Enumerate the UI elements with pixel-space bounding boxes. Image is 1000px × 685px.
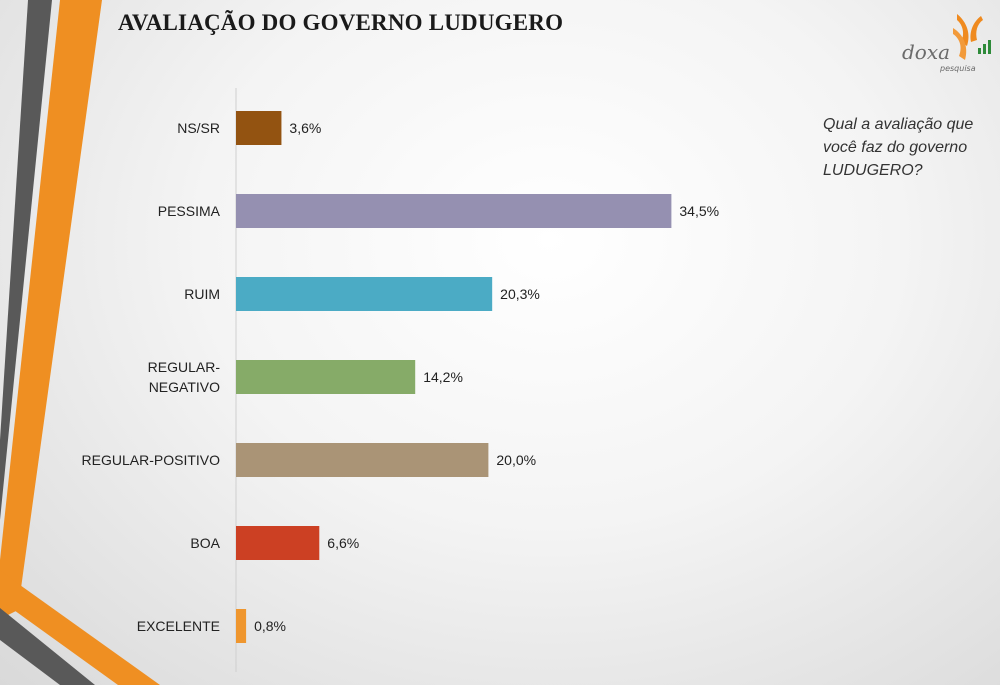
bar-regular-positivo	[236, 443, 489, 477]
data-label: 0,8%	[254, 618, 286, 634]
bar-pessima	[236, 194, 672, 228]
category-label: EXCELENTE	[137, 618, 220, 634]
bar-regular-negativo	[236, 360, 416, 394]
category-label: REGULAR-NEGATIVO	[148, 359, 221, 395]
data-label: 14,2%	[423, 369, 463, 385]
data-label: 3,6%	[289, 120, 321, 136]
doxa-logo: doxa pesquisa	[895, 12, 995, 78]
bar-ruim	[236, 277, 493, 311]
survey-question: Qual a avaliação que você faz do governo…	[823, 116, 974, 179]
data-label: 6,6%	[327, 535, 359, 551]
data-label: 20,0%	[496, 452, 536, 468]
category-label: BOA	[190, 535, 220, 551]
category-label: NS/SR	[177, 120, 220, 136]
category-label: REGULAR-POSITIVO	[82, 452, 221, 468]
data-label: 34,5%	[679, 203, 719, 219]
slide-title: AVALIAÇÃO DO GOVERNO LUDUGERO	[118, 10, 564, 35]
bar-ns-sr	[236, 111, 282, 145]
logo-mark-icon	[953, 14, 991, 60]
bar-excelente	[236, 609, 247, 643]
category-label: PESSIMA	[158, 203, 221, 219]
logo-name: doxa	[902, 40, 951, 64]
category-label: RUIM	[184, 286, 220, 302]
bar-boa	[236, 526, 320, 560]
data-label: 20,3%	[500, 286, 540, 302]
logo-subtitle: pesquisa	[940, 64, 976, 73]
